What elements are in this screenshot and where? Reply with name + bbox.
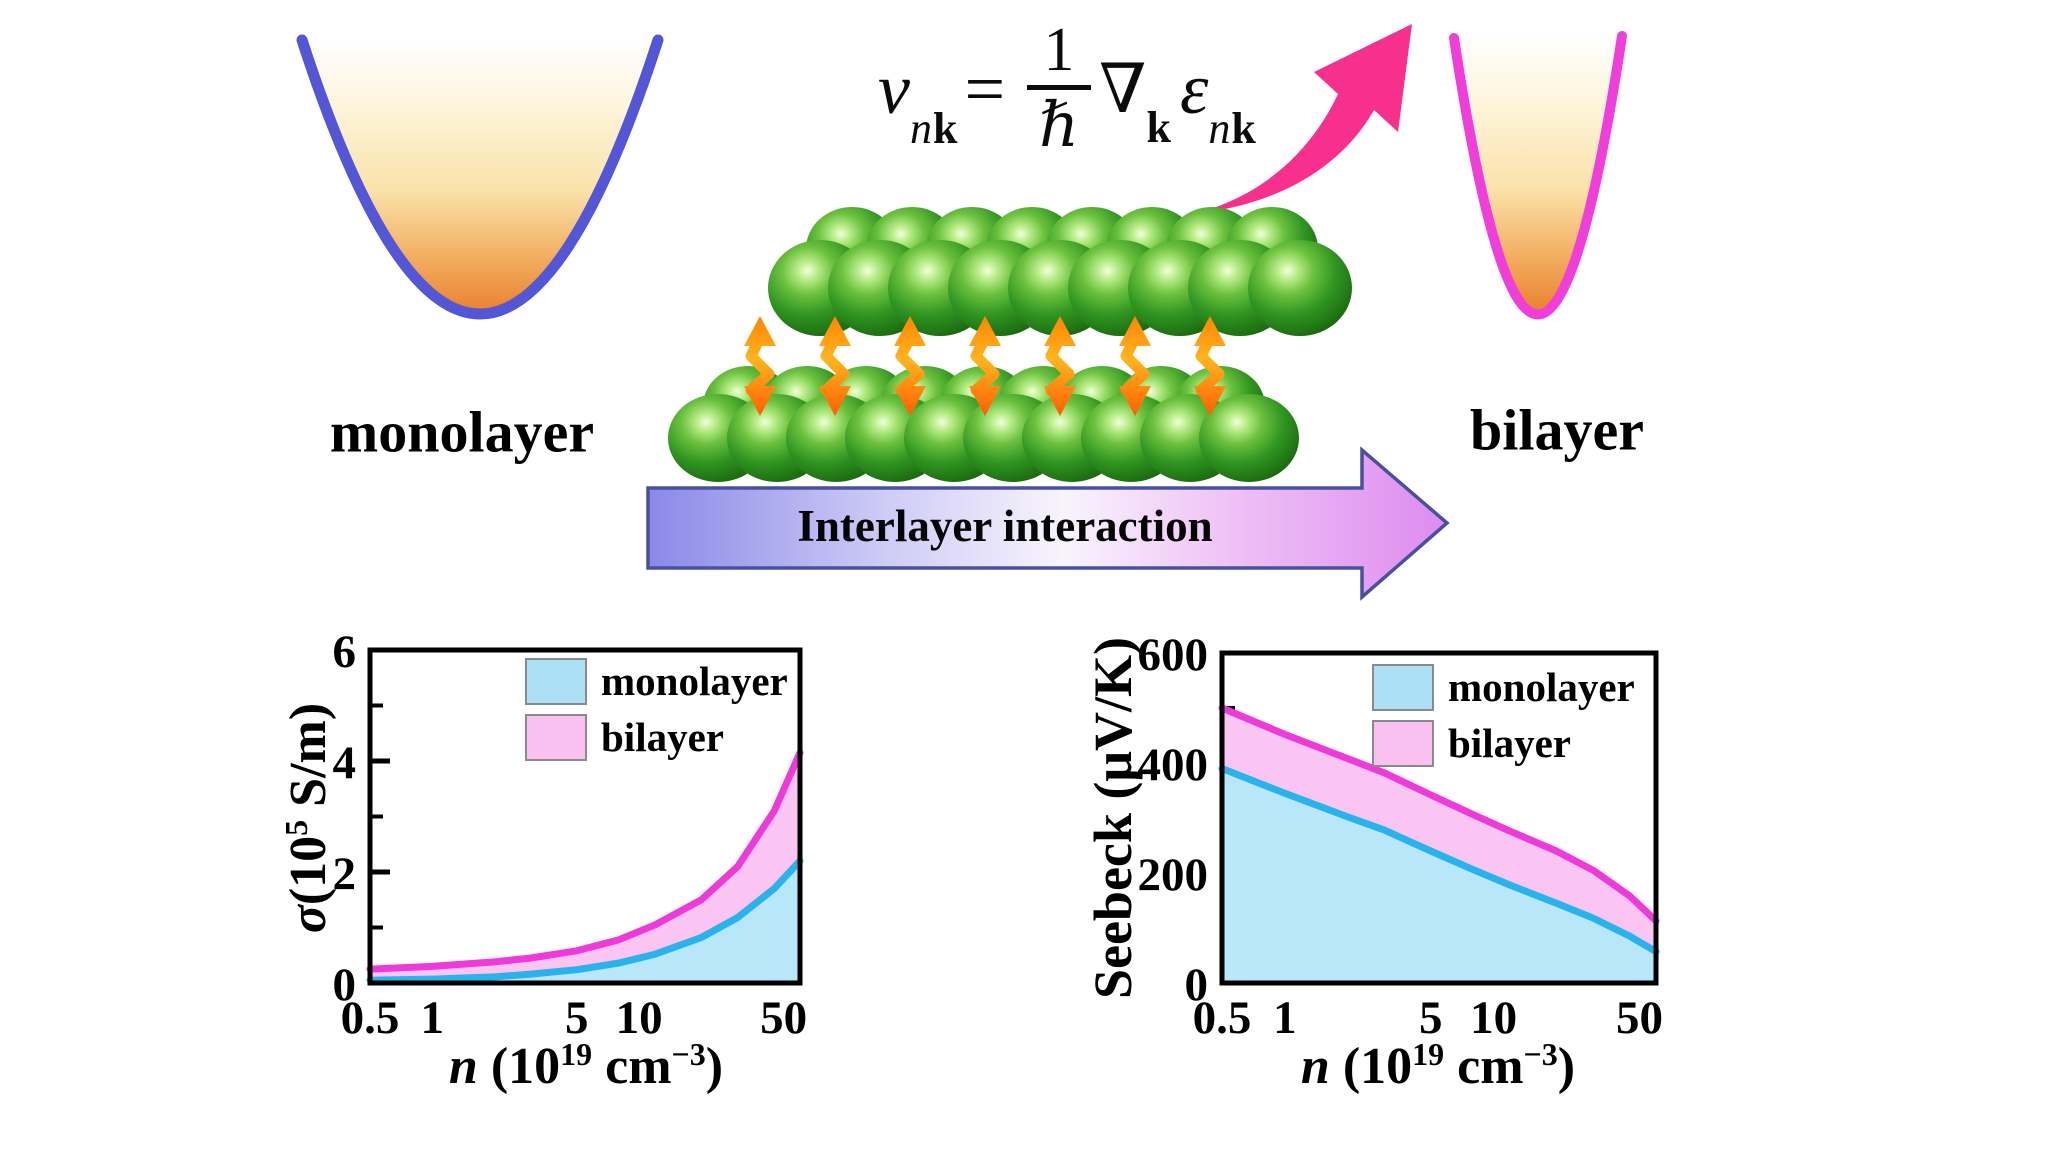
xlabel-exp2: −3 (671, 1035, 706, 1072)
equation-hbar: ℏ (1027, 85, 1091, 159)
bilayer-swatch (1372, 720, 1434, 767)
svg-text:0: 0 (1185, 959, 1209, 1011)
monolayer-label: monolayer (329, 399, 595, 465)
band-velocity-arrow-icon (1191, 24, 1412, 214)
equation-eps-sub-n: n (1208, 103, 1232, 153)
equation-nabla: ∇ (1099, 50, 1147, 127)
svg-text:0.5: 0.5 (341, 992, 400, 1044)
crystal-bilayer-illustration (668, 207, 1352, 482)
sigma-x-axis-label: n (1019 cm−3) (449, 1036, 723, 1096)
svg-text:0.5: 0.5 (1193, 992, 1252, 1044)
sigma-ylabel-part: (10 (280, 835, 338, 906)
xlabel-unit: cm (592, 1038, 672, 1096)
svg-text:1: 1 (421, 992, 445, 1044)
svg-text:50: 50 (1616, 992, 1663, 1044)
conductivity-plot: 0 2 4 6 0.5 1 5 10 50 (333, 626, 808, 1044)
monolayer-band-parabola (296, 34, 664, 320)
bilayer-swatch (525, 714, 587, 761)
legend-monolayer-label: monolayer (601, 658, 788, 704)
band-velocity-equation: vnk = 1 ℏ ∇k εnk (878, 16, 1257, 159)
monolayer-band-curve (296, 34, 664, 320)
bilayer-label: bilayer (1470, 397, 1644, 463)
seebeck-x-axis-label: n (1019 cm−3) (1301, 1036, 1575, 1096)
xlabel-exp: 19 (1412, 1035, 1445, 1072)
x-symbol-n: n (1300, 1038, 1330, 1096)
xlabel-unit: cm (1444, 1038, 1524, 1096)
xlabel-part: (10 (1329, 1038, 1413, 1096)
svg-text:10: 10 (616, 992, 663, 1044)
sigma-ylabel-unit: S/m) (280, 702, 338, 820)
equation-numerator: 1 (1043, 16, 1075, 84)
xlabel-part: (10 (477, 1038, 561, 1096)
legend-row-bilayer: bilayer (525, 714, 788, 761)
equation-nabla-sub-k: k (1146, 102, 1172, 152)
equation-v-term: vnk (878, 53, 958, 153)
equation-epsilon-term: εnk (1180, 53, 1257, 153)
equation-equals: = (964, 48, 1006, 129)
equation-epsilon: ε (1179, 48, 1209, 129)
svg-text:50: 50 (760, 992, 807, 1044)
xlabel-close: ) (705, 1038, 724, 1096)
equation-fraction: 1 ℏ (1027, 16, 1091, 159)
equation-v-sub-k: k (932, 103, 959, 153)
svg-text:6: 6 (333, 626, 357, 678)
equation-eps-sub-k: k (1231, 103, 1257, 153)
seebeck-legend: monolayer bilayer (1372, 664, 1635, 767)
svg-text:4: 4 (333, 737, 357, 789)
sigma-y-axis-label: σ(105 S/m) (278, 703, 338, 933)
seebeck-plot: 0 200 400 600 0.5 1 5 10 50 (1138, 629, 1663, 1044)
svg-text:400: 400 (1138, 739, 1209, 791)
xlabel-exp: 19 (560, 1035, 593, 1072)
equation-nabla-term: ∇k (1099, 55, 1172, 152)
sigma-symbol: σ (280, 905, 338, 934)
bilayer-band-parabola (1449, 31, 1627, 320)
monolayer-swatch (525, 658, 587, 705)
svg-text:5: 5 (565, 992, 589, 1044)
svg-text:2: 2 (333, 848, 357, 900)
equation-v-sub-n: n (909, 103, 933, 153)
legend-bilayer-label: bilayer (601, 714, 724, 760)
svg-text:600: 600 (1138, 629, 1209, 681)
legend-row-monolayer: monolayer (525, 658, 788, 705)
monolayer-swatch (1372, 664, 1434, 711)
svg-text:5: 5 (1419, 992, 1443, 1044)
bilayer-band-curve (1449, 31, 1627, 320)
svg-text:0: 0 (333, 959, 357, 1011)
conductivity-legend: monolayer bilayer (525, 658, 788, 761)
legend-bilayer-label: bilayer (1448, 720, 1571, 766)
svg-text:10: 10 (1470, 992, 1517, 1044)
legend-monolayer-label: monolayer (1448, 664, 1635, 710)
svg-text:1: 1 (1273, 992, 1297, 1044)
svg-text:200: 200 (1138, 849, 1209, 901)
equation-v: v (878, 48, 910, 129)
legend-row-monolayer: monolayer (1372, 664, 1635, 711)
x-symbol-n: n (448, 1038, 478, 1096)
legend-row-bilayer: bilayer (1372, 720, 1635, 767)
seebeck-y-axis-label: Seebeck (μV/K) (1083, 636, 1143, 1000)
sigma-ylabel-exp: 5 (277, 819, 314, 836)
interlayer-arrow-label: Interlayer interaction (797, 501, 1213, 551)
xlabel-exp2: −3 (1523, 1035, 1558, 1072)
xlabel-close: ) (1557, 1038, 1576, 1096)
interlayer-arrow-shape (646, 446, 1450, 601)
